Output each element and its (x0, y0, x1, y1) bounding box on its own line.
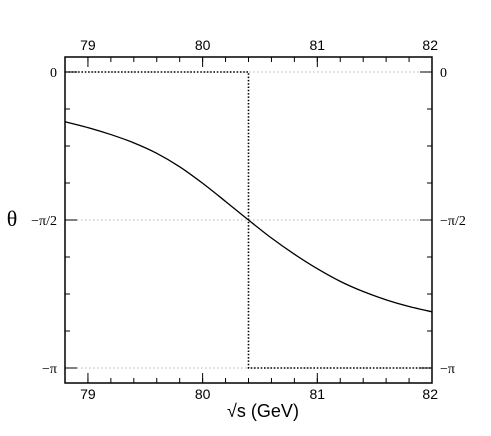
x-tick-label-bottom: 81 (310, 386, 326, 402)
y-tick-labels-right: 0 −π/2 −π (440, 66, 466, 377)
y-tick-label-left: −π/2 (31, 214, 57, 229)
y-tick-label-right: 0 (440, 66, 447, 81)
y-tick-label-right: −π/2 (440, 214, 466, 229)
y-axis-label: θ (7, 206, 18, 231)
plot-frame (64, 56, 433, 384)
x-tick-label-top: 81 (310, 37, 326, 53)
x-axis-label: √s (GeV) (227, 401, 299, 421)
y-tick-labels-left: 0 −π/2 −π (31, 66, 57, 377)
x-tick-label-top: 82 (422, 37, 438, 53)
x-tick-label-bottom: 80 (195, 386, 211, 402)
x-tick-labels-top: 79 80 81 82 (80, 37, 438, 53)
y-tick-label-left: 0 (50, 66, 57, 81)
x-tick-label-top: 79 (80, 37, 96, 53)
x-tick-label-top: 80 (195, 37, 211, 53)
y-tick-label-right: −π (440, 362, 455, 377)
series-line-solid (64, 121, 433, 313)
reference-lines (65, 71, 432, 369)
series-layer (64, 71, 433, 369)
x-tick-labels-bottom: 79 80 81 82 (80, 386, 438, 402)
series-line-dotted (65, 71, 432, 369)
x-tick-label-bottom: 79 (80, 386, 96, 402)
y-tick-label-left: −π (42, 362, 57, 377)
x-tick-label-bottom: 82 (422, 386, 438, 402)
